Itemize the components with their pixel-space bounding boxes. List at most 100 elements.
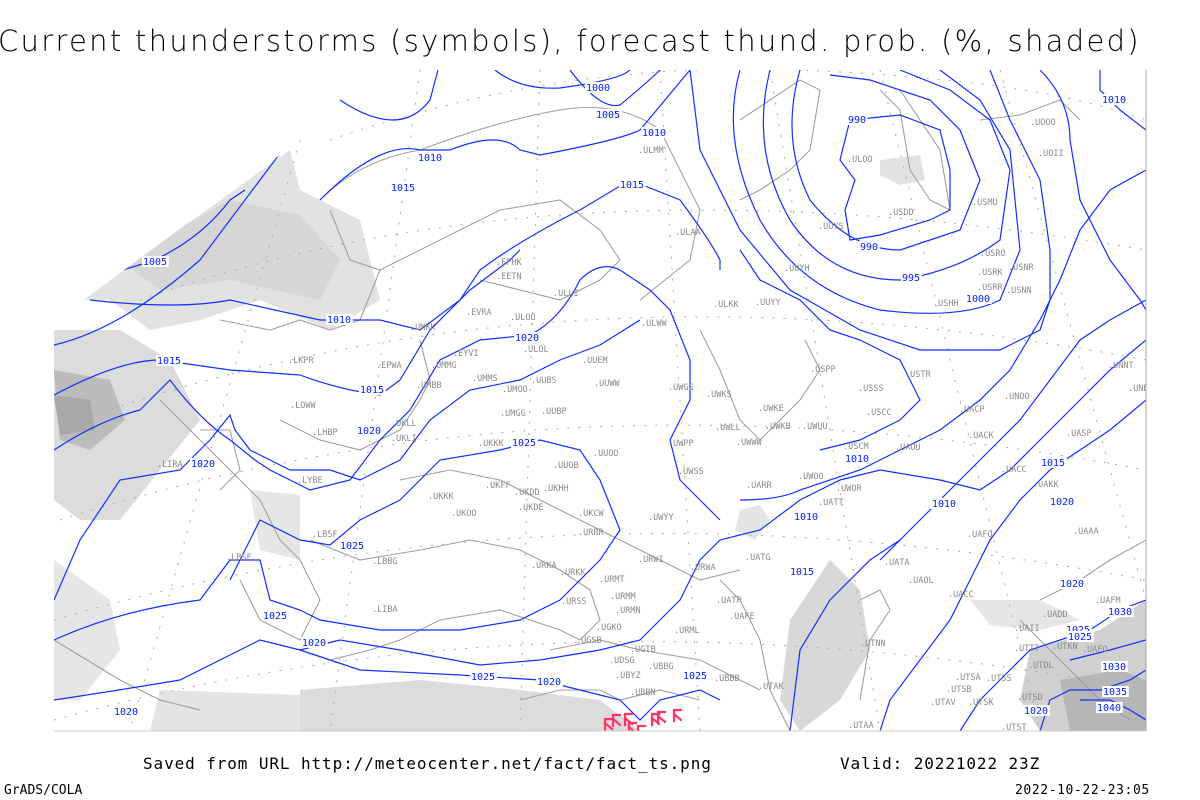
station-label: .UKHH: [543, 484, 569, 494]
station-label: .URKA: [531, 561, 557, 571]
isobar-label: 1025: [683, 671, 707, 682]
station-label: .USNN: [1006, 286, 1032, 296]
software-credit: GrADS/COLA: [4, 783, 83, 798]
isobar-label-bg: [595, 109, 622, 120]
isobar-label-bg: [470, 671, 497, 682]
isobar-label-bg: [511, 437, 538, 448]
isobar-label: 1015: [360, 385, 384, 396]
station-label: .UTSS: [986, 674, 1012, 684]
isobar-label-bg: [1049, 496, 1076, 507]
isobar-label: 1020: [537, 677, 561, 688]
station-label: .LBSF: [226, 553, 252, 563]
isobar-label-bg: [1023, 705, 1050, 716]
station-label: .UUBP: [541, 407, 567, 417]
station-label: .UUEM: [582, 356, 608, 366]
isobar-label: 1025: [340, 541, 364, 552]
station-label: .UGSB: [576, 636, 602, 646]
station-label: .UWYY: [648, 513, 674, 523]
station-label: .UBYZ: [615, 671, 641, 681]
station-label: .UACP: [959, 405, 985, 415]
isobar-label: 1015: [790, 567, 814, 578]
station-label: .LBSF: [312, 530, 338, 540]
station-label: .UTSD: [1017, 693, 1043, 703]
station-label: .UUOB: [553, 461, 579, 471]
source-url: Saved from URL http://meteocenter.net/fa…: [143, 754, 712, 773]
station-label: .UDSG: [609, 656, 635, 666]
isobar-label: 1030: [1108, 607, 1132, 618]
isobar-label: 1030: [1102, 662, 1126, 673]
station-label: .ULMM: [638, 146, 664, 156]
station-label: .USCM: [843, 442, 869, 452]
isobar-label-bg: [1040, 457, 1067, 468]
station-label: .UADD: [1042, 610, 1068, 620]
station-label: .EVRA: [466, 308, 492, 318]
station-label: .LKPR: [288, 356, 314, 366]
station-label: .EPWA: [376, 361, 402, 371]
isobar-label: 1020: [1024, 706, 1048, 717]
isobar-label-bg: [585, 82, 612, 93]
station-labels: .ULOO .USDD .UUYS .USMU .USRO .USRK .USNR .USRR…: [157, 118, 1154, 731]
station-label: .LBBG: [372, 557, 398, 567]
station-label: .EETN: [496, 272, 522, 282]
station-label: .UAUU: [895, 443, 921, 453]
station-label: .ULLI: [553, 289, 579, 299]
valid-time: Valid: 20221022 23Z: [840, 754, 1041, 773]
isobar-label: 1010: [418, 153, 442, 164]
station-label: .ULOL: [523, 345, 549, 355]
isobar-label: 1040: [1097, 703, 1121, 714]
isobar-label: 1010: [794, 512, 818, 523]
station-label: .UBBG: [648, 662, 674, 672]
station-label: .UOII: [1038, 149, 1064, 159]
station-label: .UTTT: [1014, 644, 1040, 654]
station-label: .UBBN: [630, 688, 656, 698]
station-label: .UWKE: [758, 404, 784, 414]
isobar-label: 1025: [1068, 632, 1092, 643]
station-label: .UKKK: [478, 439, 504, 449]
station-label: .USRR: [977, 283, 1003, 293]
isobar-label: 1025: [263, 611, 287, 622]
station-label: .UTSA: [955, 673, 981, 683]
isobar-label: 1010: [1102, 95, 1126, 106]
isobar-label: 1020: [515, 333, 539, 344]
station-label: .ULAA: [675, 228, 701, 238]
station-label: .UUWW: [594, 379, 620, 389]
isobar-label-bg: [965, 293, 992, 304]
station-label: .LOWW: [290, 401, 316, 411]
isobar-label: 1010: [845, 454, 869, 465]
isobar-label-bg: [789, 566, 816, 577]
station-label: .UACC: [948, 590, 974, 600]
station-label: .UAOL: [908, 576, 934, 586]
station-label: .UMMG: [431, 361, 457, 371]
isobars: [54, 70, 1146, 731]
thunderstorm-icon: [636, 724, 647, 731]
station-label: .URWI: [638, 555, 664, 565]
isobar-label: 990: [848, 115, 866, 126]
isobar-label: 1025: [512, 438, 536, 449]
isobar-label: 1035: [1103, 687, 1127, 698]
station-label: .UATG: [745, 553, 771, 563]
isobar-label: 1015: [620, 180, 644, 191]
station-label: .UUOO: [593, 449, 619, 459]
chart-title: Current thunderstorms (symbols), forecas…: [0, 24, 1141, 58]
station-label: .UTNN: [860, 639, 886, 649]
station-label: .UTSK: [968, 698, 994, 708]
isobar-label-bg: [113, 706, 140, 717]
station-label: .UAFE: [729, 612, 755, 622]
station-label: .UTDL: [1028, 661, 1054, 671]
station-label: .UNBB: [1128, 384, 1154, 394]
station-label: .USHH: [933, 299, 959, 309]
station-label: .UKLL: [391, 419, 417, 429]
isobar-label-bg: [1059, 578, 1086, 589]
graticule: [54, 70, 1146, 731]
isobar-label: 1020: [302, 638, 326, 649]
station-label: .UTSB: [946, 685, 972, 695]
isobar-label-bg: [1101, 661, 1128, 672]
thunderstorm-icon: [627, 721, 638, 731]
isobar-label-bg: [514, 332, 541, 343]
station-label: .UKOO: [451, 509, 477, 519]
isobar-label: 1010: [932, 499, 956, 510]
isobar-label: 990: [860, 242, 878, 253]
thunderstorm-icon: [603, 717, 614, 731]
station-label: .UMOO: [502, 385, 528, 395]
station-label: .UTKN: [1052, 642, 1078, 652]
